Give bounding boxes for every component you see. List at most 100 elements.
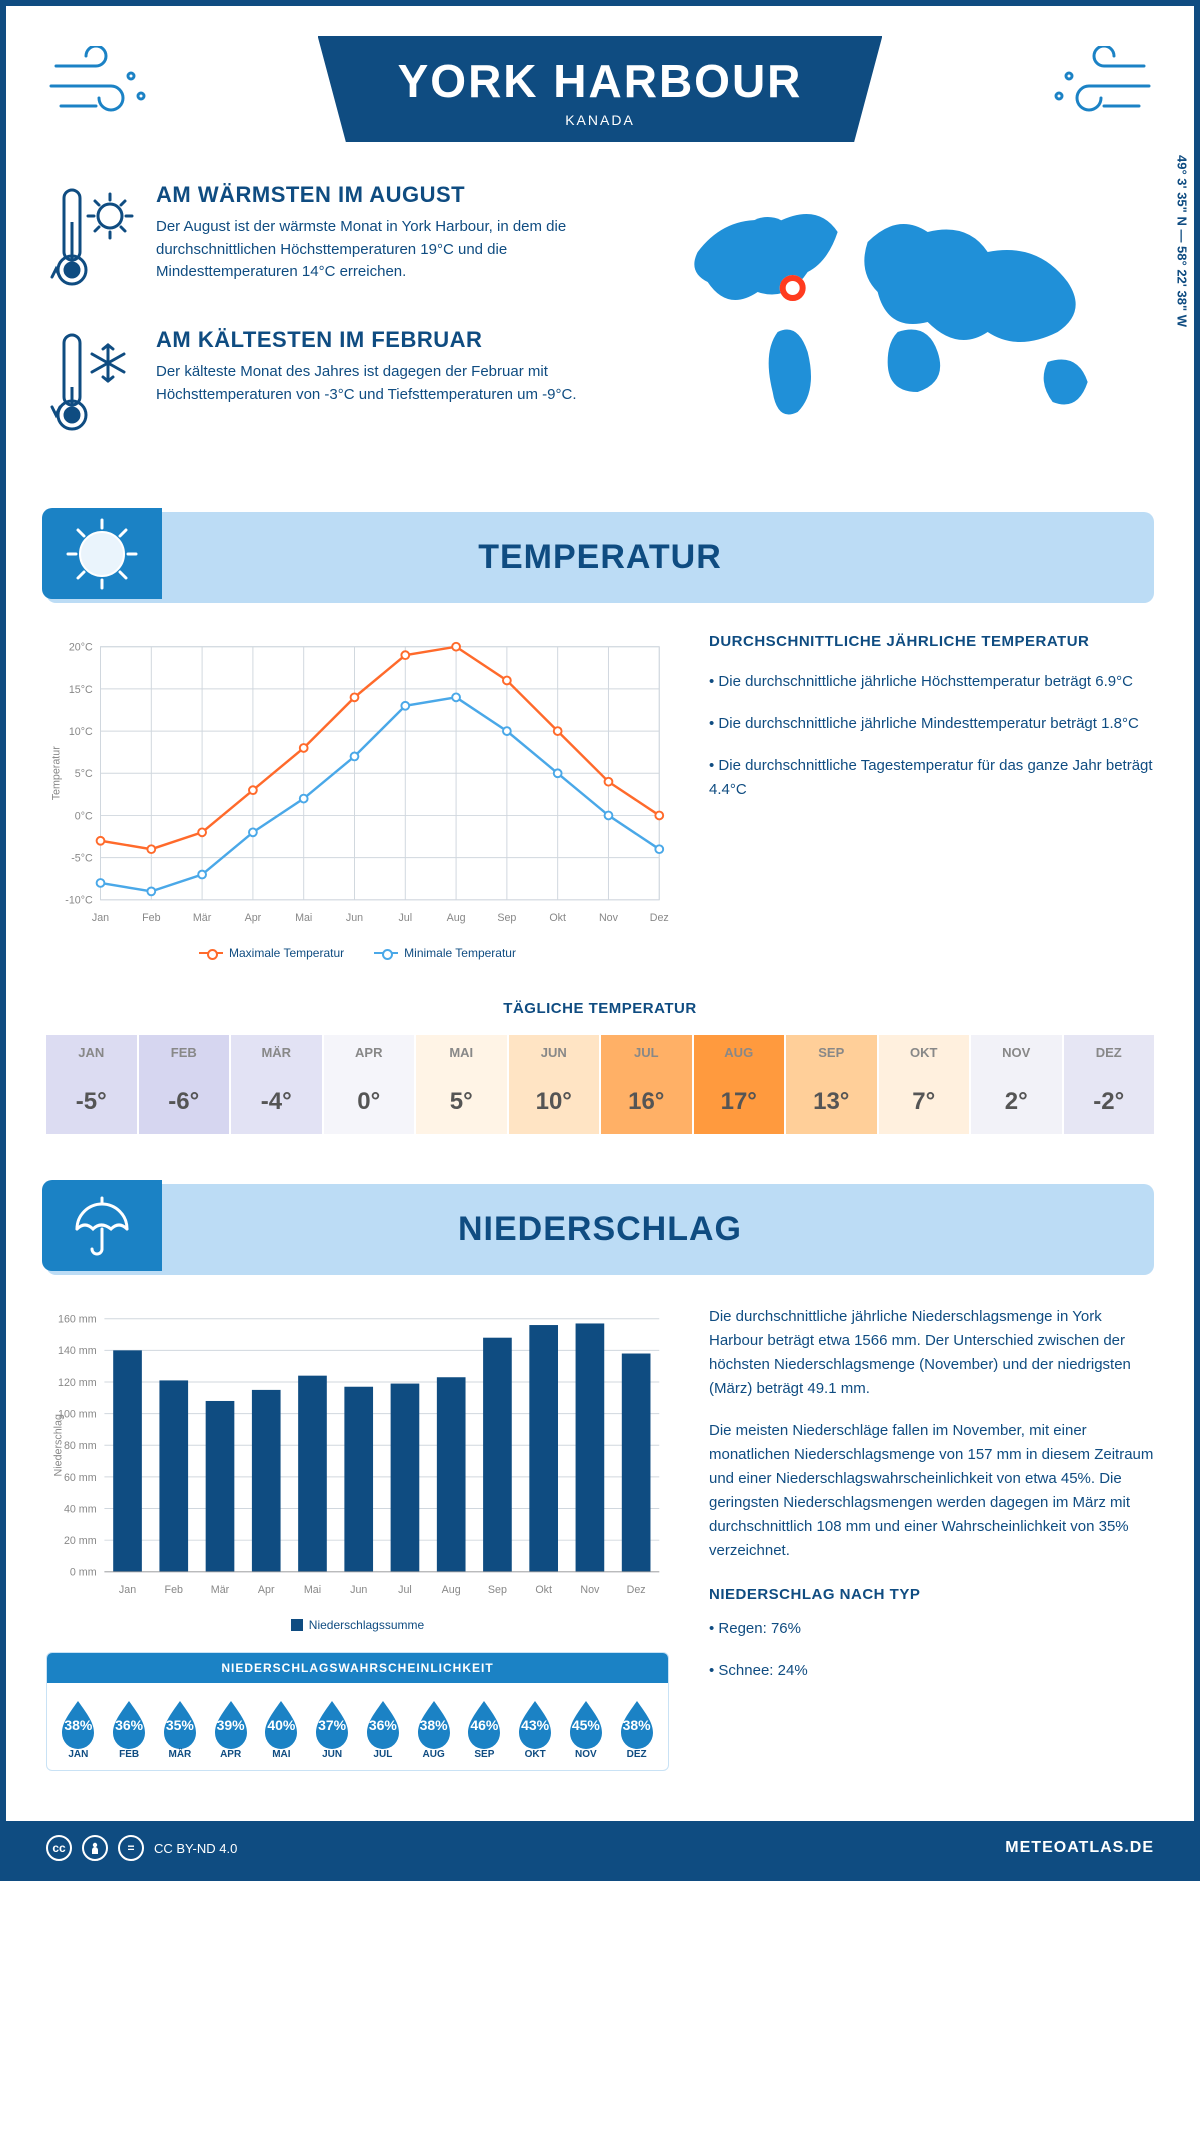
- svg-text:-5°C: -5°C: [71, 853, 93, 865]
- svg-text:120 mm: 120 mm: [58, 1377, 97, 1389]
- sun-icon: [42, 508, 162, 599]
- svg-text:Apr: Apr: [258, 1584, 275, 1596]
- precip-section-header: NIEDERSCHLAG: [46, 1184, 1154, 1275]
- svg-text:0 mm: 0 mm: [70, 1567, 97, 1579]
- coordinates: 49° 3' 35" N — 58° 22' 38" W: [1175, 155, 1190, 327]
- svg-text:Nov: Nov: [599, 912, 619, 924]
- temp-cell: FEB-6°: [139, 1035, 230, 1134]
- temp-summary-text: DURCHSCHNITTLICHE JÄHRLICHE TEMPERATUR •…: [709, 633, 1154, 960]
- footer: cc = CC BY-ND 4.0 METEOATLAS.DE: [6, 1821, 1194, 1875]
- warm-body: Der August ist der wärmste Monat in York…: [156, 216, 611, 284]
- prob-cell: 37%JUN: [309, 1697, 356, 1760]
- svg-text:Mai: Mai: [304, 1584, 321, 1596]
- svg-text:60 mm: 60 mm: [64, 1472, 97, 1484]
- precip-probability-box: NIEDERSCHLAGSWAHRSCHEINLICHKEIT 38%JAN36…: [46, 1652, 669, 1771]
- svg-text:Dez: Dez: [627, 1584, 646, 1596]
- svg-text:5°C: 5°C: [75, 768, 93, 780]
- by-icon: [82, 1835, 108, 1861]
- header: YORK HARBOUR KANADA: [46, 36, 1154, 142]
- svg-text:Aug: Aug: [447, 912, 466, 924]
- umbrella-icon: [42, 1180, 162, 1271]
- svg-text:0°C: 0°C: [75, 810, 93, 822]
- country-subtitle: KANADA: [398, 112, 803, 128]
- prob-cell: 45%NOV: [563, 1697, 610, 1760]
- svg-text:Feb: Feb: [142, 912, 160, 924]
- prob-cell: 35%MÄR: [157, 1697, 204, 1760]
- svg-text:Nov: Nov: [580, 1584, 600, 1596]
- precip-legend: Niederschlagssumme: [46, 1618, 669, 1632]
- daily-temp-table: TÄGLICHE TEMPERATUR JAN-5°FEB-6°MÄR-4°AP…: [46, 1000, 1154, 1134]
- temp-heading: TEMPERATUR: [66, 538, 1134, 577]
- brand: METEOATLAS.DE: [1005, 1839, 1154, 1857]
- temp-section-header: TEMPERATUR: [46, 512, 1154, 603]
- svg-text:15°C: 15°C: [69, 684, 93, 696]
- prob-cell: 38%DEZ: [613, 1697, 660, 1760]
- temp-cell: JUL16°: [601, 1035, 692, 1134]
- temp-cell: APR0°: [324, 1035, 415, 1134]
- city-title: YORK HARBOUR: [398, 54, 803, 108]
- wind-icon: [1044, 46, 1154, 131]
- wind-icon: [46, 46, 156, 131]
- prob-cell: 38%JAN: [55, 1697, 102, 1760]
- prob-cell: 46%SEP: [461, 1697, 508, 1760]
- svg-text:Aug: Aug: [442, 1584, 461, 1596]
- svg-text:Jan: Jan: [92, 912, 109, 924]
- svg-text:10°C: 10°C: [69, 726, 93, 738]
- svg-text:20°C: 20°C: [69, 642, 93, 654]
- temp-cell: DEZ-2°: [1064, 1035, 1155, 1134]
- svg-text:Jan: Jan: [119, 1584, 136, 1596]
- svg-text:Jun: Jun: [346, 912, 363, 924]
- temp-cell: MAI5°: [416, 1035, 507, 1134]
- prob-cell: 36%FEB: [106, 1697, 153, 1760]
- cold-title: AM KÄLTESTEN IM FEBRUAR: [156, 327, 611, 353]
- svg-text:Temperatur: Temperatur: [51, 746, 63, 800]
- svg-text:Sep: Sep: [497, 912, 516, 924]
- precip-bar-chart: 0 mm20 mm40 mm60 mm80 mm100 mm120 mm140 …: [46, 1305, 669, 1632]
- svg-text:Feb: Feb: [165, 1584, 183, 1596]
- infographic-page: YORK HARBOUR KANADA AM WÄRMSTEN IM AUGUS…: [0, 0, 1200, 1881]
- thermometer-sun-icon: [46, 182, 136, 297]
- svg-text:Jun: Jun: [350, 1584, 367, 1596]
- prob-cell: 39%APR: [207, 1697, 254, 1760]
- world-map: 49° 3' 35" N — 58° 22' 38" W: [641, 182, 1154, 472]
- svg-text:80 mm: 80 mm: [64, 1440, 97, 1452]
- precip-heading: NIEDERSCHLAG: [66, 1210, 1134, 1249]
- title-banner: YORK HARBOUR KANADA: [318, 36, 883, 142]
- svg-text:160 mm: 160 mm: [58, 1314, 97, 1326]
- svg-text:Sep: Sep: [488, 1584, 507, 1596]
- temp-cell: AUG17°: [694, 1035, 785, 1134]
- license: cc = CC BY-ND 4.0: [46, 1835, 237, 1861]
- svg-text:Apr: Apr: [245, 912, 262, 924]
- cold-fact: AM KÄLTESTEN IM FEBRUAR Der kälteste Mon…: [46, 327, 611, 442]
- svg-text:Mai: Mai: [295, 912, 312, 924]
- svg-text:Jul: Jul: [398, 1584, 412, 1596]
- prob-cell: 38%AUG: [410, 1697, 457, 1760]
- svg-text:Okt: Okt: [549, 912, 566, 924]
- temp-cell: NOV2°: [971, 1035, 1062, 1134]
- svg-text:Mär: Mär: [193, 912, 212, 924]
- temp-cell: JUN10°: [509, 1035, 600, 1134]
- svg-text:-10°C: -10°C: [65, 895, 93, 907]
- svg-text:Niederschlag: Niederschlag: [53, 1414, 65, 1476]
- temp-cell: JAN-5°: [46, 1035, 137, 1134]
- svg-text:Jul: Jul: [398, 912, 412, 924]
- prob-cell: 36%JUL: [360, 1697, 407, 1760]
- thermometer-snow-icon: [46, 327, 136, 442]
- svg-text:Okt: Okt: [535, 1584, 552, 1596]
- cold-body: Der kälteste Monat des Jahres ist dagege…: [156, 361, 611, 406]
- nd-icon: =: [118, 1835, 144, 1861]
- prob-cell: 40%MAI: [258, 1697, 305, 1760]
- prob-cell: 43%OKT: [512, 1697, 559, 1760]
- precip-summary-text: Die durchschnittliche jährliche Niedersc…: [709, 1305, 1154, 1771]
- svg-text:140 mm: 140 mm: [58, 1345, 97, 1357]
- warm-title: AM WÄRMSTEN IM AUGUST: [156, 182, 611, 208]
- temp-legend: Maximale Temperatur Minimale Temperatur: [46, 946, 669, 960]
- temp-cell: OKT7°: [879, 1035, 970, 1134]
- facts-row: AM WÄRMSTEN IM AUGUST Der August ist der…: [46, 182, 1154, 472]
- svg-text:Dez: Dez: [650, 912, 669, 924]
- temp-cell: MÄR-4°: [231, 1035, 322, 1134]
- cc-icon: cc: [46, 1835, 72, 1861]
- svg-text:20 mm: 20 mm: [64, 1535, 97, 1547]
- svg-text:40 mm: 40 mm: [64, 1503, 97, 1515]
- temp-line-chart: -10°C -5°C 0°C 5°C 10°C 15°C 20°C Jan Feb Mär Apr M…: [46, 633, 669, 960]
